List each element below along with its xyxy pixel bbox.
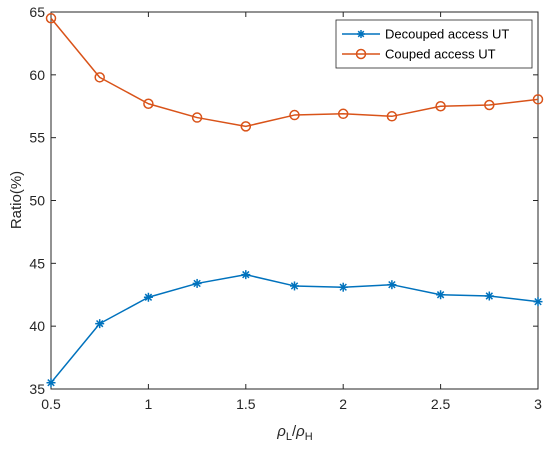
- data-point: [46, 378, 56, 388]
- data-point: [241, 270, 251, 280]
- y-tick-label: 50: [29, 193, 45, 209]
- data-point: [338, 282, 348, 292]
- y-tick-label: 55: [29, 130, 45, 146]
- legend-entry-decoupled: Decouped access UT: [342, 27, 509, 42]
- legend-marker-decoupled: [357, 30, 365, 38]
- data-point: [532, 94, 544, 105]
- data-point: [386, 111, 398, 122]
- data-point: [191, 112, 203, 123]
- axis-ticks: 0.5 1 1.5 2 2.5 3 35 40 45 50 55 60 65: [29, 4, 542, 412]
- data-point: [94, 72, 105, 83]
- y-tick-label: 65: [29, 4, 45, 20]
- x-tick-label: 0.5: [41, 396, 61, 412]
- y-tick-label: 60: [29, 67, 45, 83]
- data-point: [436, 290, 446, 300]
- legend-label-coupled: Couped access UT: [385, 47, 496, 62]
- x-tick-label: 3: [534, 396, 542, 412]
- data-point: [484, 291, 494, 301]
- x-axis-label: ρL/ρH: [276, 423, 312, 443]
- legend-entry-coupled: Couped access UT: [342, 47, 496, 62]
- series-layer: [45, 13, 544, 388]
- data-point: [435, 101, 446, 112]
- x-tick-label: 1: [145, 396, 153, 412]
- legend-box: [335, 19, 533, 69]
- y-tick-label: 35: [29, 381, 45, 397]
- plot-area: [50, 11, 539, 390]
- x-axis-label-sub-h: H: [305, 431, 313, 443]
- x-tick-label: 1.5: [236, 396, 256, 412]
- data-point: [484, 99, 495, 111]
- x-axis-label-slash: /: [292, 423, 297, 440]
- x-axis-label-rho-l: ρ: [276, 423, 286, 440]
- data-point: [240, 121, 252, 132]
- y-axis-label: Ratio(%): [8, 171, 25, 229]
- series-1: [46, 270, 543, 388]
- data-point: [45, 13, 57, 24]
- data-point: [289, 109, 300, 121]
- data-point: [95, 319, 105, 329]
- series-2: [45, 13, 544, 132]
- data-point: [533, 297, 543, 307]
- data-point: [143, 98, 154, 109]
- legend-label-decoupled: Decouped access UT: [385, 27, 509, 42]
- series-line: [50, 17, 539, 128]
- x-tick-label: 2: [339, 396, 347, 412]
- x-axis-label-rho-h: ρ: [295, 423, 305, 440]
- data-point: [192, 278, 202, 288]
- legend: Decouped access UT Couped access UT: [335, 19, 533, 69]
- data-point: [337, 108, 349, 120]
- x-axis-label-sub-l: L: [286, 431, 292, 443]
- y-tick-label: 45: [29, 255, 45, 271]
- y-tick-label: 40: [29, 318, 45, 334]
- data-point: [387, 280, 397, 290]
- legend-marker-coupled: [355, 48, 367, 60]
- data-point: [143, 292, 153, 302]
- x-tick-label: 2.5: [431, 396, 451, 412]
- data-point: [290, 281, 299, 291]
